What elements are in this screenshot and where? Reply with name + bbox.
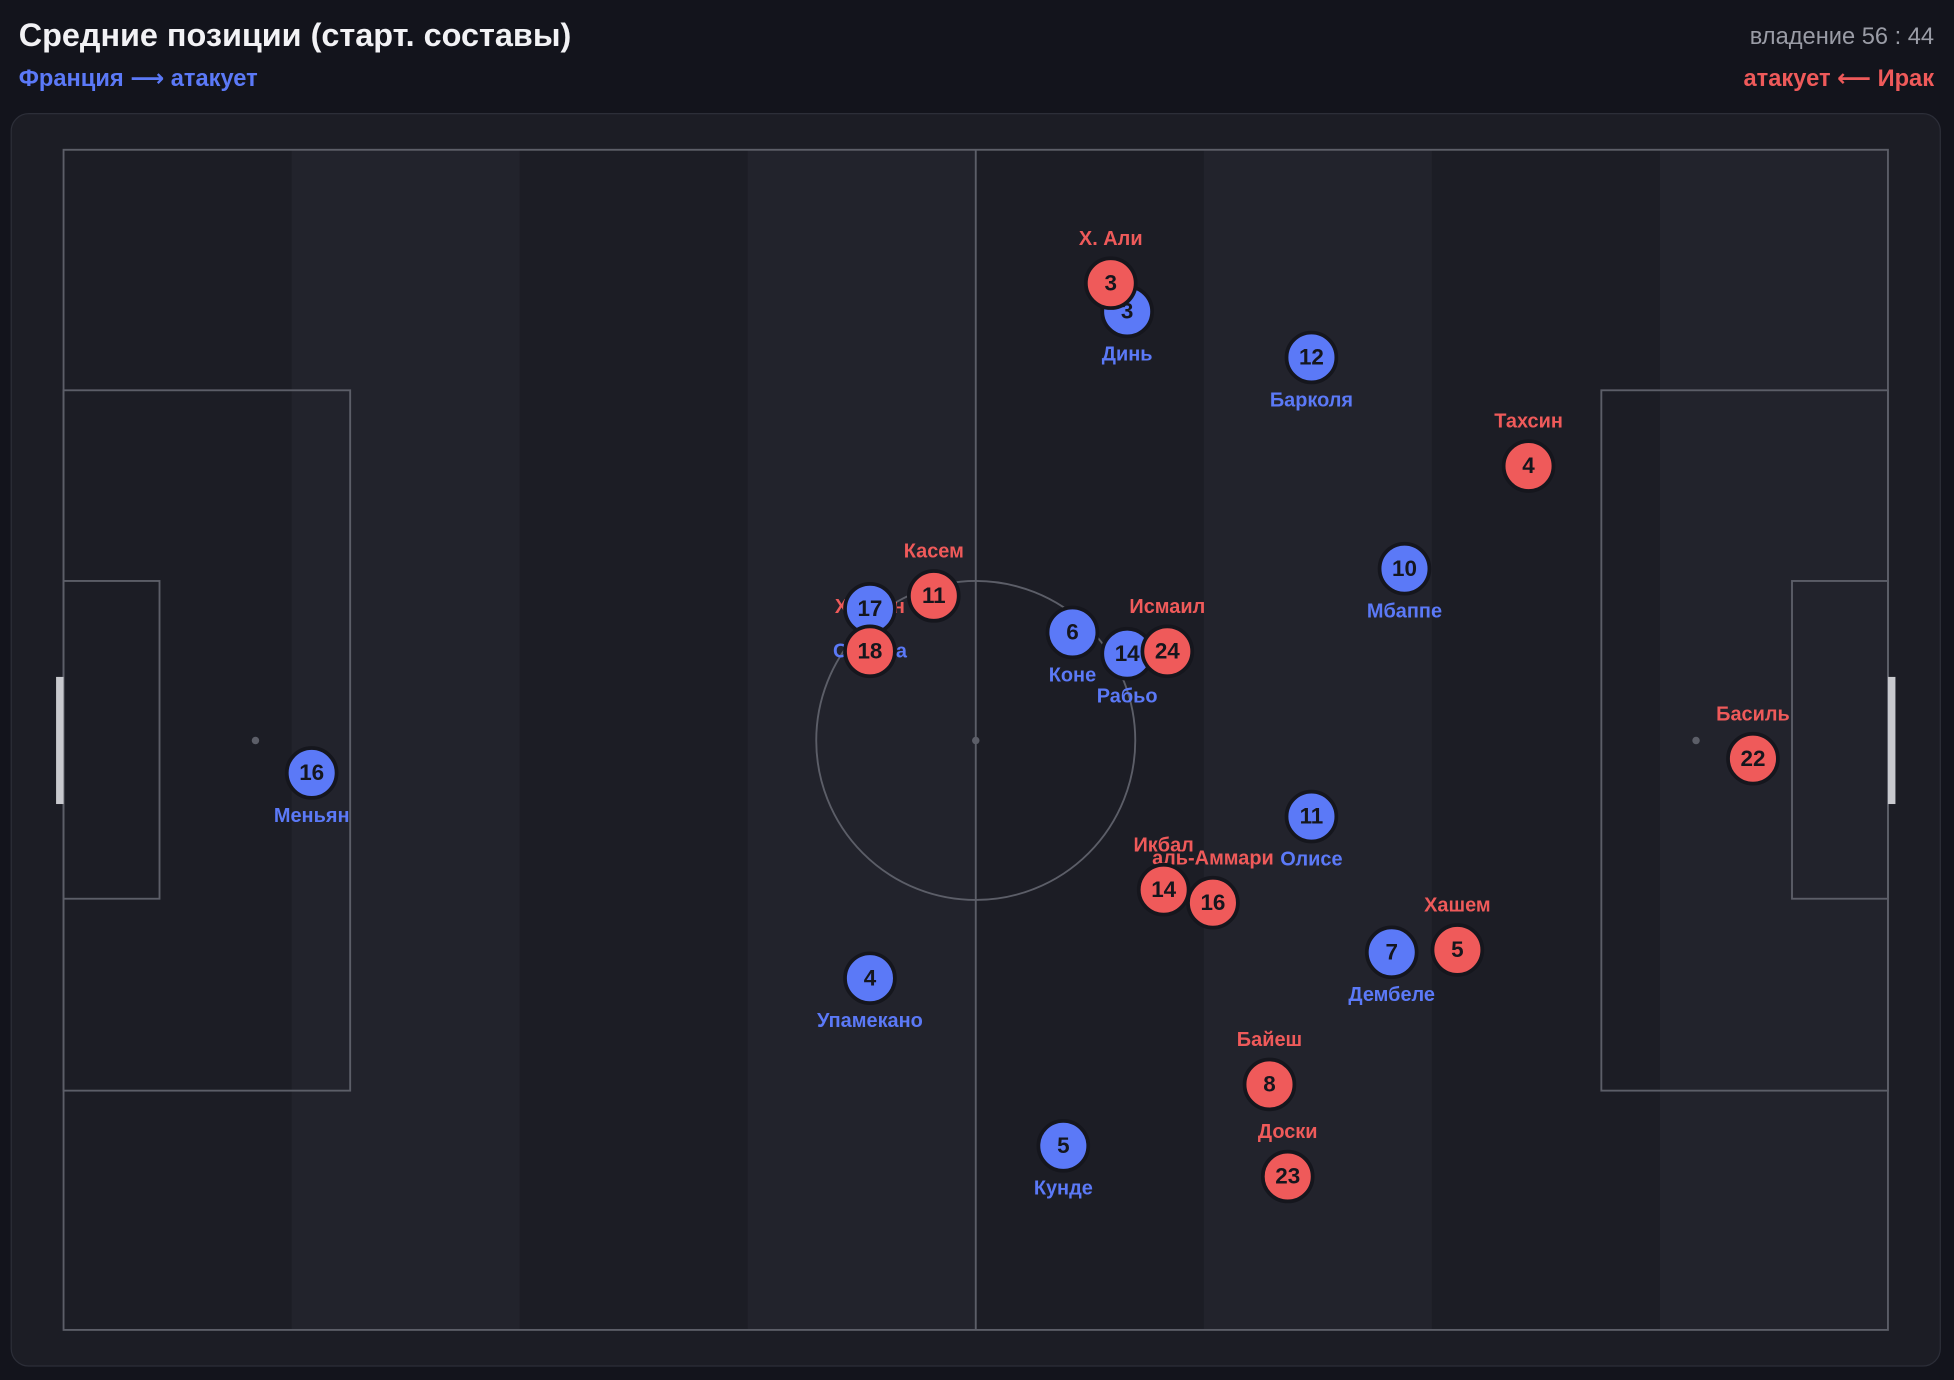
player-name: Байеш (1237, 1029, 1302, 1051)
player-dot (1284, 330, 1339, 385)
player-dot (1284, 789, 1339, 844)
player-dot (1036, 1119, 1091, 1173)
player-dot (1377, 541, 1432, 596)
player-number: 16 (299, 760, 324, 785)
player-number: 16 (1200, 890, 1225, 915)
player: 23 (1260, 1149, 1315, 1204)
player-number: 14 (1151, 877, 1176, 902)
player: 11 (906, 569, 961, 623)
player-number: 24 (1155, 639, 1180, 664)
player-dot (1364, 925, 1419, 980)
player: 5 (1036, 1119, 1091, 1173)
player-name: Доски (1258, 1121, 1318, 1143)
stripe (291, 149, 520, 1330)
player-dot (1083, 256, 1138, 310)
pitch-lines (56, 148, 1896, 1331)
player: 18 (843, 624, 897, 679)
player-dot (1260, 1149, 1315, 1204)
player-name: Мбаппе (1367, 601, 1442, 623)
player-dot (1501, 439, 1556, 493)
player: 5 (1430, 923, 1485, 977)
player-dot (1430, 923, 1485, 977)
player-number: 12 (1299, 345, 1324, 370)
player: 11 (1284, 789, 1339, 844)
player-name: Тахсин (1494, 411, 1563, 433)
player-name: Динь (1102, 343, 1153, 365)
player-number: 11 (922, 583, 946, 608)
player-number: 7 (1385, 939, 1397, 964)
players: МеньянДиньБарколяМбаппеСалибаКонеРабьоОл… (274, 228, 1790, 1204)
player: 7 (1364, 925, 1419, 980)
player: 24 (1140, 624, 1195, 679)
player-name: Кунде (1034, 1178, 1093, 1200)
player: 12 (1284, 330, 1339, 385)
player-name: Дембеле (1348, 984, 1435, 1006)
player-dot (1045, 605, 1100, 660)
player-dot (843, 951, 897, 1006)
player-number: 8 (1263, 1072, 1275, 1097)
player-dot (843, 624, 897, 679)
player: 16 (284, 746, 339, 800)
player-number: 22 (1740, 746, 1765, 771)
away-label: атакует ⟵ Ирак (1744, 66, 1935, 92)
player: 4 (1501, 439, 1556, 493)
player-name: Касем (904, 541, 964, 563)
player-number: 3 (1105, 270, 1117, 295)
player-number: 14 (1115, 641, 1140, 666)
player: 14 (1100, 626, 1154, 681)
player-name: Олисе (1280, 848, 1342, 870)
player-number: 18 (857, 639, 882, 664)
player: 4 (843, 951, 897, 1006)
title: Средние позиции (старт. составы) (19, 17, 572, 53)
player-number: 11 (1300, 804, 1324, 829)
player-number: 5 (1057, 1133, 1069, 1158)
player-number: 4 (864, 965, 877, 990)
player-number: 6 (1066, 620, 1078, 645)
player-dot (906, 569, 961, 623)
player: 10 (1377, 541, 1432, 596)
player-dot (284, 746, 339, 800)
player-name: Барколя (1270, 389, 1353, 411)
player: 16 (1186, 875, 1240, 930)
player-name: Басиль (1716, 703, 1790, 725)
player-number: 17 (857, 596, 882, 621)
player-name: Меньян (274, 805, 350, 827)
player-name: Х. Али (1079, 228, 1143, 250)
player: 6 (1045, 605, 1100, 660)
player: 22 (1726, 731, 1780, 786)
player-number: 4 (1522, 453, 1535, 478)
player-dot (1140, 624, 1195, 679)
player-dot (1186, 875, 1240, 930)
stripe (1203, 149, 1432, 1330)
home-label: Франция ⟶ атакует (19, 66, 258, 92)
player-number: 23 (1275, 1164, 1300, 1189)
player-name: Икбал (1133, 834, 1193, 856)
player-dot (1726, 731, 1780, 786)
player-name: аль-Аммари (1152, 847, 1274, 869)
player-name: Коне (1049, 664, 1096, 686)
player-dot (1242, 1057, 1297, 1112)
player: 8 (1242, 1057, 1297, 1112)
player-name: Хашем (1424, 895, 1491, 917)
player-number: 5 (1451, 937, 1463, 962)
player-name: Упамекано (817, 1010, 923, 1032)
player: 14 (1136, 862, 1191, 917)
stripe (747, 149, 976, 1330)
player-name: Рабьо (1097, 686, 1158, 708)
player: 3 (1083, 256, 1138, 310)
possession: владение 56 : 44 (1750, 24, 1934, 50)
player-number: 10 (1392, 556, 1417, 581)
player-name: Исмаил (1129, 596, 1205, 618)
player-dot (1136, 862, 1191, 917)
